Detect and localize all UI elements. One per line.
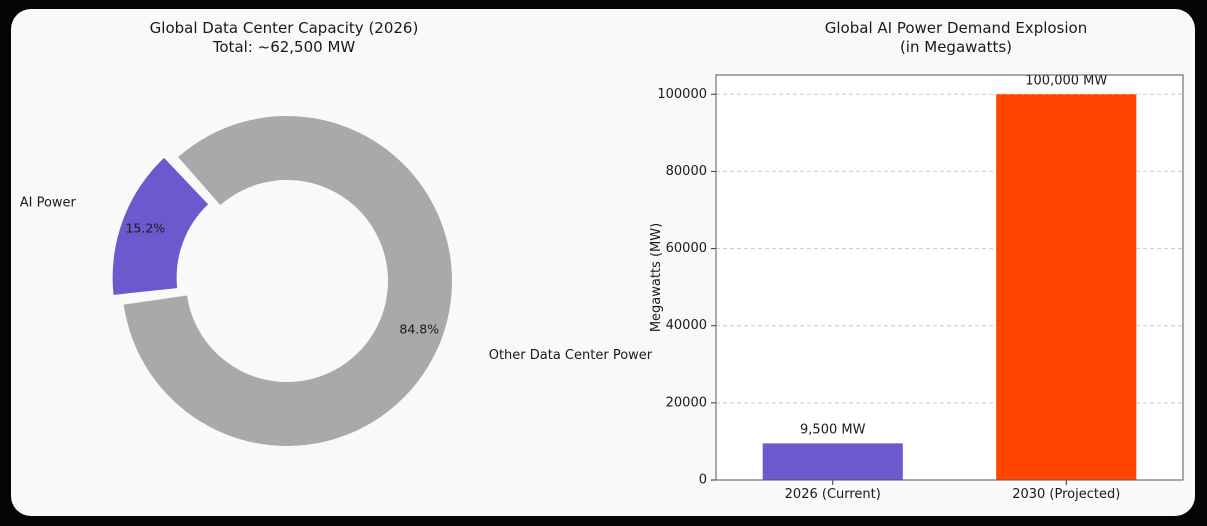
y-tick-label: 80000 [666,164,707,179]
y-tick-label: 60000 [666,241,707,256]
plot-frame [715,74,1184,481]
bar-0 [762,443,903,480]
bar-value-label: 100,000 MW [1025,73,1107,88]
y-tick-label: 100000 [657,87,707,102]
grid-lines [716,93,1183,404]
donut-slice-ai-power [112,157,209,295]
chart-card: Global Data Center Capacity (2026) Total… [11,9,1195,516]
donut-subtitle: Total: ~62,500 MW [212,38,356,56]
donut-category-label: AI Power [20,196,77,211]
y-axis-label: Megawatts (MW) [649,223,664,332]
x-axis-ticks: 2026 (Current) 2030 (Projected) [785,480,1120,502]
donut-pct-label: 84.8% [399,321,439,336]
bar-value-label: 9,500 MW [800,422,866,437]
bar-title: Global AI Power Demand Explosion [825,19,1087,37]
y-axis-ticks: 0 20000 40000 60000 80000 100000 [657,87,716,488]
x-tick-label: 2030 (Projected) [1012,487,1120,502]
bars: 9,500 MW 100,000 MW [762,73,1137,481]
bar-1 [996,94,1137,481]
bar-subtitle: (in Megawatts) [900,38,1012,56]
donut-title: Global Data Center Capacity (2026) [150,19,419,37]
donut-pct-label: 15.2% [125,220,165,235]
charts-canvas: Global Data Center Capacity (2026) Total… [20,19,1184,502]
donut-slices: 15.2% AI Power 84.8% Other Data Center Powe… [20,115,653,446]
y-tick-label: 0 [699,473,707,488]
bar-chart: Global AI Power Demand Explosion (in Meg… [649,19,1184,502]
donut-slice-other-data-center-power [123,115,453,446]
x-tick-label: 2026 (Current) [785,487,881,502]
y-tick-label: 20000 [666,395,707,410]
y-tick-label: 40000 [666,318,707,333]
donut-category-label: Other Data Center Power [489,348,653,363]
donut-chart: Global Data Center Capacity (2026) Total… [20,19,653,446]
